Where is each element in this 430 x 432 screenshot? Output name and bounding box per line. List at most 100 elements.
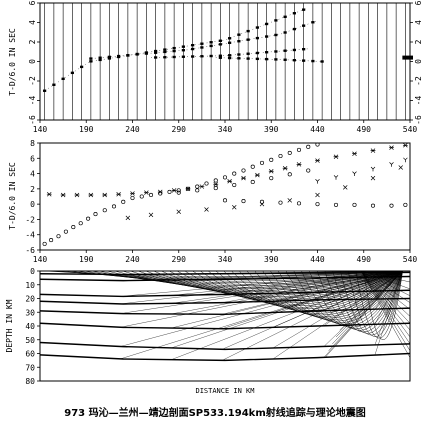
- traveltime-xtick-label: 340: [218, 255, 233, 264]
- traveltime-ytick-label: 6: [30, 154, 35, 163]
- traveltime-point-circle: [130, 195, 135, 201]
- traveltime-xtick-label: 490: [357, 255, 372, 264]
- traveltime-point-x: [232, 204, 237, 210]
- seismogram-arrival: [218, 54, 222, 57]
- seismogram-ytick-left-label: 4: [28, 20, 37, 25]
- seismogram-ytick-left-label: 0: [28, 59, 37, 64]
- traveltime-point-circle: [222, 198, 228, 203]
- traveltime-ytick-label: 0: [30, 200, 35, 209]
- traveltime-point-circle: [287, 150, 292, 155]
- seismogram-arrival: [265, 35, 269, 38]
- traveltime-point-star: [199, 184, 205, 189]
- traveltime-point-circle: [195, 184, 200, 189]
- seismogram-xticks: 140 190 240 290 340 390 440 490 540: [33, 120, 417, 134]
- traveltime-point-y: [370, 166, 376, 172]
- raypath-xlabel: DISTANCE IN KM: [195, 387, 254, 395]
- seismogram-arrival: [311, 21, 315, 24]
- seismogram-arrival: [228, 54, 232, 57]
- traveltime-point-circle: [139, 194, 144, 199]
- seismogram-ylabel: T-D/6.0 IN SEC: [8, 28, 17, 96]
- raypath-ray: [223, 270, 403, 313]
- seismogram-marked-phases: [402, 55, 413, 60]
- seismogram-arrival: [191, 43, 195, 47]
- traveltime-point-star: [254, 172, 260, 178]
- seismogram-xtick-label: 140: [33, 125, 48, 134]
- seismogram-arrival: [191, 47, 195, 51]
- seismogram-arrival: [200, 55, 204, 58]
- raypath-near-ray: [360, 270, 411, 290]
- seismogram-arrival: [200, 46, 204, 49]
- traveltime-point-x: [398, 165, 403, 170]
- raypath-reflected-ray: [120, 270, 403, 297]
- traveltime-point-circle: [269, 176, 274, 181]
- seismogram-arrival: [311, 59, 315, 63]
- seismogram-arrival: [274, 33, 278, 37]
- seismogram-arrival: [237, 33, 241, 36]
- seismogram-arrival: [107, 57, 111, 60]
- seismogram-xtick-label: 490: [357, 125, 372, 134]
- raypath-rays: [44, 270, 411, 361]
- seismogram-arrival: [52, 83, 56, 86]
- seismogram-xtick-label: 440: [310, 125, 325, 134]
- seismogram-arrival: [181, 55, 185, 58]
- traveltime-ytick-label: -4: [25, 231, 35, 240]
- raypath-ytick-label: 40: [25, 322, 35, 331]
- seismogram-arrival: [292, 12, 296, 15]
- seismogram-arrival: [292, 48, 296, 52]
- traveltime-point-star: [333, 154, 339, 160]
- seismogram-arrival: [302, 8, 306, 11]
- raypath-reflected-ray: [120, 270, 403, 305]
- seismogram-phase-line: [44, 7, 309, 91]
- traveltime-point-circle: [176, 188, 181, 193]
- raypath-near-ray: [360, 270, 411, 331]
- traveltime-point-circle: [148, 192, 154, 198]
- traveltime-point-circle: [204, 181, 209, 186]
- raypath-ytick-label: 30: [25, 308, 35, 317]
- seismogram-arrival: [163, 50, 167, 54]
- traveltime-ytick-label: -2: [25, 215, 35, 224]
- seismogram-arrival: [302, 48, 306, 51]
- raypath-reflected-ray: [374, 270, 403, 325]
- seismogram-arrival: [237, 57, 241, 60]
- seismogram-arrival: [209, 41, 213, 44]
- traveltime-point-x: [125, 215, 131, 221]
- seismogram-arrival: [246, 29, 250, 33]
- seismogram-phase-line: [215, 57, 323, 62]
- traveltime-point-star: [46, 191, 52, 197]
- seismogram-arrival: [255, 51, 259, 55]
- seismogram-xtick-label: 340: [218, 125, 233, 134]
- seismogram-arrival: [181, 45, 185, 48]
- seismogram-xtick-label: 290: [172, 125, 187, 134]
- seismogram-yticks-right: -6 -4 -2 0 2 4 6: [410, 0, 423, 125]
- traveltime-point-x: [259, 201, 265, 207]
- raypath-yticks: 0 10 20 30 40 50 60 70 80: [25, 267, 40, 386]
- traveltime-point-circle: [278, 200, 283, 205]
- traveltime-frame: [39, 142, 411, 251]
- seismogram-arrival: [172, 46, 176, 50]
- traveltime-point-x: [315, 192, 320, 198]
- traveltime-ylabel: T-D/6.0 IN SEC: [8, 162, 17, 230]
- traveltime-point-star: [157, 189, 163, 195]
- raypath-near-ray: [361, 270, 403, 290]
- figure-caption: 973 玛沁—兰州—靖边剖面SP533.194km射线追踪与理论地震图: [64, 406, 366, 419]
- raypath-ytick-label: 80: [25, 377, 35, 386]
- traveltime-point-circle: [167, 189, 172, 194]
- traveltime-point-circle: [176, 190, 181, 195]
- traveltime-point-star: [296, 162, 302, 167]
- traveltime-point-star: [60, 192, 66, 198]
- seismogram-arrival: [302, 24, 306, 27]
- raypath-near-ray: [343, 270, 403, 324]
- traveltime-point-circle: [56, 234, 61, 239]
- seismogram-ytick-right-label: -6: [414, 115, 423, 125]
- raypath-reflected-ray: [171, 270, 403, 329]
- traveltime-point-circle: [315, 202, 320, 207]
- traveltime-point-x: [176, 209, 181, 215]
- traveltime-point-circle: [403, 202, 408, 207]
- traveltime-point-circle: [71, 225, 76, 230]
- traveltime-xtick-label: 540: [403, 255, 418, 264]
- seismogram-arrival: [255, 57, 259, 61]
- raypath-layer-boundary: [39, 297, 411, 305]
- traveltime-point-circle: [232, 171, 237, 176]
- seismogram-arrival: [163, 48, 167, 51]
- traveltime-xtick-label: 190: [79, 255, 94, 264]
